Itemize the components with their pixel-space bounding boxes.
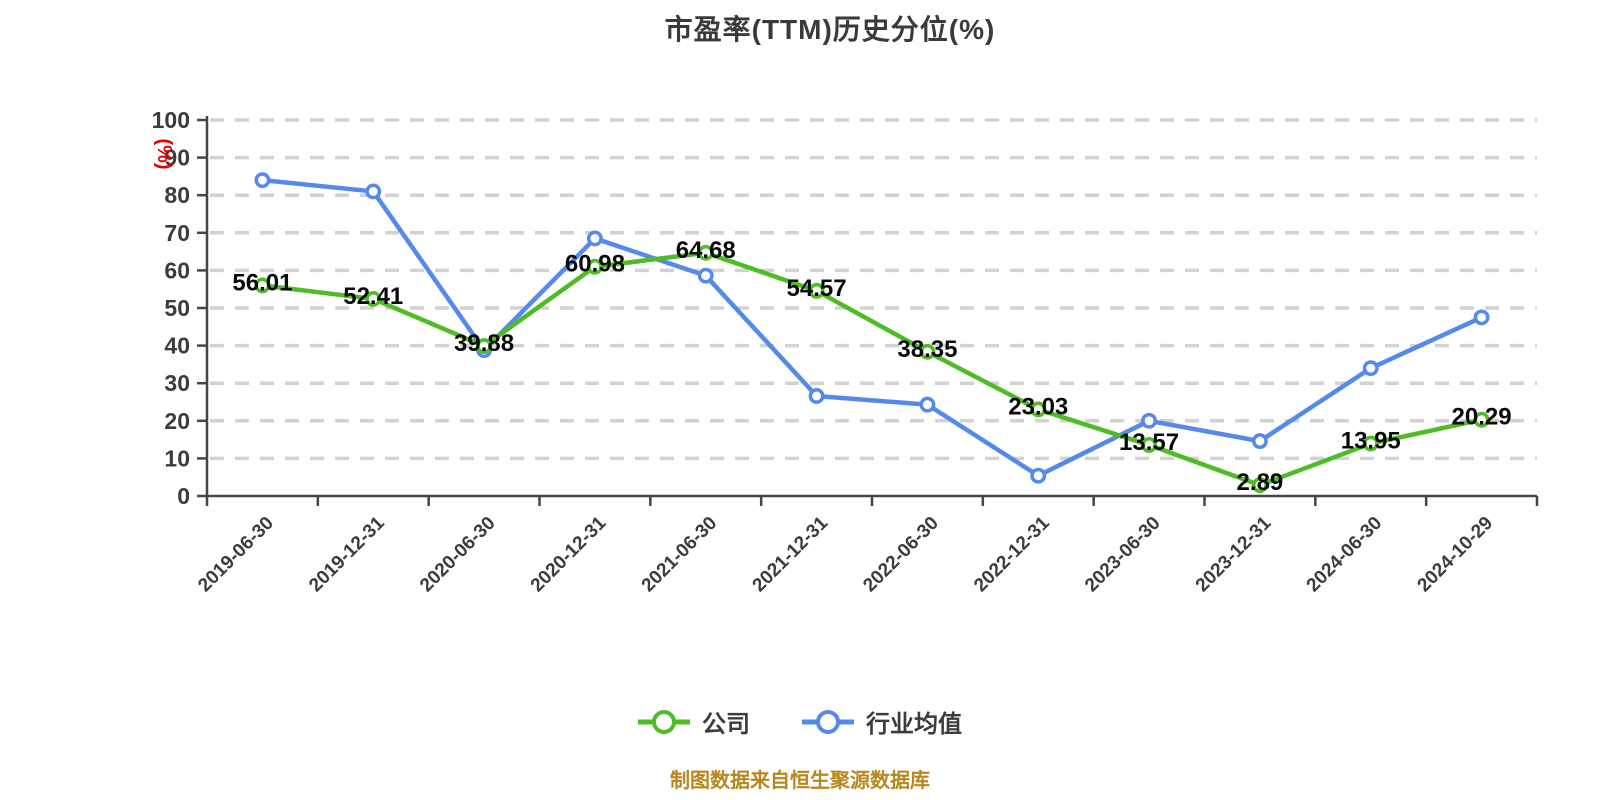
industry-point[interactable] [1473, 309, 1490, 326]
industry-point[interactable] [1362, 360, 1379, 377]
y-axis-tick-label: 50 [164, 295, 190, 321]
legend-label-company: 公司 [702, 711, 750, 738]
company-line-marker-icon [638, 709, 690, 734]
company-point[interactable] [1030, 401, 1047, 418]
company-point[interactable] [586, 258, 603, 275]
company-point[interactable] [808, 282, 825, 299]
legend-item-industry-average[interactable]: 行业均值 [802, 704, 962, 739]
company-line [260, 250, 1484, 488]
x-axis-tick-label: 2023-06-30 [1081, 513, 1165, 597]
company-value-label: 23.03 [1008, 393, 1068, 420]
x-axis-tick-label: 2022-12-31 [970, 512, 1054, 596]
company-point[interactable] [1473, 411, 1490, 428]
company-point[interactable] [919, 343, 936, 360]
company-value-label: 13.95 [1341, 428, 1401, 455]
y-axis-tick-label: 60 [164, 257, 190, 283]
company-value-label: 2.89 [1237, 469, 1284, 496]
company-point[interactable] [1362, 435, 1379, 452]
company-value-label: 54.57 [787, 275, 847, 302]
data-source-note: 制图数据来自恒生聚源数据库 [670, 770, 930, 792]
company-point[interactable] [1251, 477, 1268, 494]
industry-line [260, 177, 1484, 478]
industry-point[interactable] [1141, 412, 1158, 429]
x-axis-tick-label: 2020-12-31 [527, 512, 611, 596]
company-point[interactable] [476, 338, 493, 355]
chart-title: 市盈率(TTM)历史分位(%) [664, 14, 996, 45]
company-value-label: 52.41 [343, 283, 403, 310]
y-axis-tick-label: 90 [164, 145, 190, 171]
y-axis-tick-label: 10 [164, 445, 190, 471]
industry-point[interactable] [365, 183, 382, 200]
y-axis-tick-label: 70 [164, 220, 190, 246]
company-point[interactable] [365, 290, 382, 307]
y-axis-tick-label: 0 [177, 483, 190, 509]
x-axis-tick-label: 2024-06-30 [1303, 513, 1387, 597]
company-value-label: 38.35 [897, 336, 957, 363]
industry-point[interactable] [1251, 433, 1268, 450]
company-point[interactable] [697, 244, 714, 261]
industry-point[interactable] [919, 396, 936, 413]
legend-item-company[interactable]: 公司 [638, 704, 750, 739]
company-value-label: 56.01 [232, 269, 292, 296]
y-axis-unit-label: (%) [153, 138, 175, 169]
industry-point[interactable] [254, 172, 271, 189]
industry-point[interactable] [1030, 467, 1047, 484]
company-value-label: 64.68 [676, 237, 736, 264]
line-chart-canvas: 0 10 20 30 40 50 60 70 80 90 100 (%) 2019-06-30 2019-… [152, 107, 1539, 597]
legend: 公司 行业均值 [0, 704, 1600, 739]
x-axis-tick-label: 2020-06-30 [416, 513, 500, 597]
x-axis-tick-label: 2021-12-31 [749, 512, 833, 596]
industry-point[interactable] [808, 388, 825, 404]
industry-point[interactable] [697, 267, 714, 284]
y-axis-tick-label: 40 [164, 333, 190, 359]
company-value-label: 39.88 [454, 330, 514, 357]
company-value-label: 20.29 [1452, 404, 1512, 431]
company-point[interactable] [254, 277, 271, 294]
company-value-label: 60.98 [565, 251, 625, 278]
x-axis-tick-label: 2024-10-29 [1414, 513, 1498, 597]
x-axis-tick-label: 2023-12-31 [1192, 512, 1276, 596]
company-value-label: 13.57 [1119, 429, 1179, 456]
industry-point[interactable] [586, 230, 603, 247]
company-point[interactable] [1141, 437, 1158, 453]
industry-average-line-marker-icon [802, 709, 854, 734]
y-axis-tick-label: 80 [164, 182, 190, 208]
legend-label-industry-average: 行业均值 [866, 711, 962, 738]
x-axis-tick-label: 2019-12-31 [305, 512, 389, 596]
x-axis-tick-label: 2022-06-30 [859, 513, 943, 597]
y-axis-tick-label: 100 [152, 107, 190, 133]
x-axis-tick-label: 2019-06-30 [194, 513, 278, 597]
y-axis-tick-label: 30 [164, 370, 190, 396]
x-axis-tick-label: 2021-06-30 [638, 513, 722, 597]
y-axis-tick-label: 20 [164, 408, 190, 434]
